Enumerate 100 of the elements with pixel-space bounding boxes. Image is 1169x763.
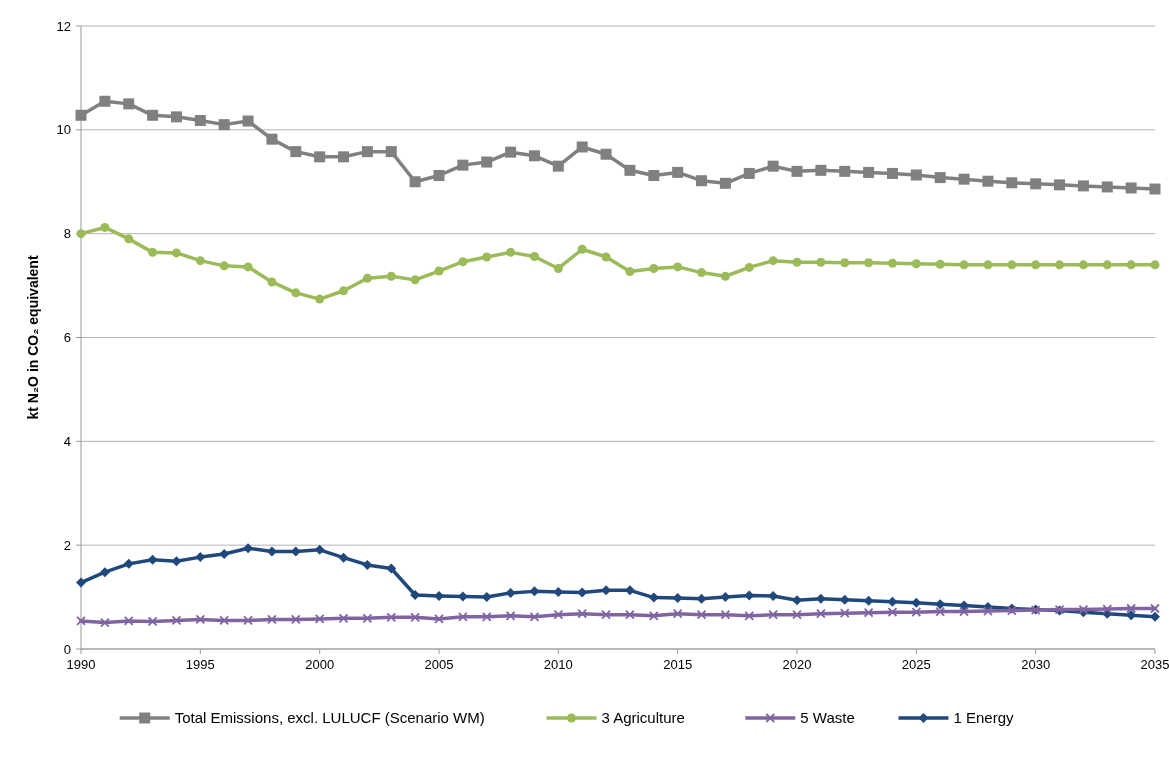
point <box>362 273 372 283</box>
point <box>147 616 158 627</box>
point <box>482 252 492 262</box>
point <box>1101 181 1113 193</box>
point <box>910 169 922 181</box>
point <box>267 614 277 625</box>
point <box>792 257 802 267</box>
point <box>1150 611 1160 622</box>
point <box>171 615 182 626</box>
point <box>553 609 564 620</box>
x-tick-label: 2020 <box>782 657 812 672</box>
point <box>410 275 420 285</box>
point <box>123 98 135 110</box>
point <box>673 262 683 272</box>
point <box>505 610 516 621</box>
point <box>648 592 659 603</box>
point <box>433 170 445 182</box>
point <box>1126 603 1137 614</box>
point <box>625 609 635 620</box>
point <box>625 267 635 277</box>
point <box>266 546 277 557</box>
point <box>672 608 683 619</box>
point <box>338 613 349 624</box>
point <box>386 271 396 281</box>
point <box>218 119 230 131</box>
point <box>839 608 850 619</box>
point <box>816 257 826 267</box>
point <box>1031 260 1041 270</box>
point <box>840 258 850 268</box>
point <box>815 608 826 619</box>
point <box>1077 180 1089 192</box>
point <box>434 266 444 276</box>
point <box>314 544 325 555</box>
point <box>338 151 350 163</box>
point <box>720 271 730 281</box>
point <box>1149 183 1161 195</box>
point <box>1102 604 1113 614</box>
point <box>935 259 945 269</box>
x-tick-label: 2005 <box>424 657 454 672</box>
point <box>1150 260 1160 270</box>
point <box>99 95 111 107</box>
point <box>124 234 134 244</box>
point <box>76 229 86 239</box>
point <box>505 146 517 158</box>
point <box>648 170 660 182</box>
point <box>386 563 397 574</box>
point <box>624 164 636 176</box>
x-tick-label: 2035 <box>1140 657 1169 672</box>
point <box>552 160 564 172</box>
point <box>481 611 492 622</box>
point <box>267 277 277 287</box>
point <box>768 256 778 266</box>
point <box>696 175 708 187</box>
point <box>243 262 253 272</box>
point <box>743 167 755 179</box>
point <box>123 616 134 626</box>
point <box>864 258 874 268</box>
point <box>506 247 516 257</box>
point <box>1150 603 1160 614</box>
point <box>243 615 253 626</box>
point <box>195 256 205 266</box>
point <box>934 172 946 184</box>
point <box>147 109 159 121</box>
point <box>481 156 493 168</box>
x-tick-label: 2010 <box>543 657 573 672</box>
point <box>385 146 397 158</box>
point <box>100 222 110 232</box>
y-tick-label: 10 <box>56 122 71 138</box>
legend-label: 5 Waste <box>800 709 855 727</box>
point <box>290 146 302 158</box>
x-tick-label: 1990 <box>66 657 96 672</box>
point <box>457 611 468 622</box>
x-tick-label: 2015 <box>663 657 693 672</box>
point <box>315 294 325 304</box>
point <box>577 608 588 619</box>
point <box>553 263 563 273</box>
point <box>1030 178 1042 190</box>
point <box>1102 260 1112 270</box>
point <box>76 577 86 588</box>
y-tick-label: 6 <box>63 330 71 346</box>
point <box>601 252 611 262</box>
point <box>1078 260 1088 270</box>
point <box>815 164 827 176</box>
point <box>791 165 803 177</box>
y-tick-label: 0 <box>63 641 71 657</box>
point <box>171 556 182 567</box>
point <box>458 257 468 267</box>
point <box>457 159 469 171</box>
point <box>863 166 875 178</box>
point <box>434 613 444 624</box>
point <box>99 617 110 628</box>
point <box>982 175 994 187</box>
legend-label: 1 Energy <box>953 709 1015 727</box>
point <box>75 109 87 121</box>
point <box>983 606 993 616</box>
point <box>697 268 707 278</box>
point <box>600 148 612 160</box>
point <box>314 151 326 163</box>
point <box>99 567 110 578</box>
point <box>886 167 898 179</box>
